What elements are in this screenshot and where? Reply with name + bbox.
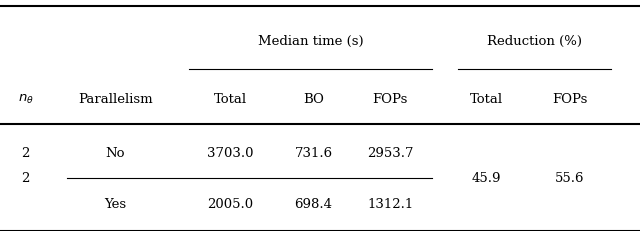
Text: Yes: Yes bbox=[104, 197, 126, 210]
Text: 2: 2 bbox=[21, 171, 30, 184]
Text: 1312.1: 1312.1 bbox=[367, 197, 413, 210]
Text: 2953.7: 2953.7 bbox=[367, 146, 413, 159]
Text: BO: BO bbox=[303, 93, 324, 106]
Text: 698.4: 698.4 bbox=[294, 197, 333, 210]
Text: FOPs: FOPs bbox=[552, 93, 588, 106]
Text: Median time (s): Median time (s) bbox=[257, 35, 364, 48]
Text: 3703.0: 3703.0 bbox=[207, 146, 253, 159]
Text: 731.6: 731.6 bbox=[294, 146, 333, 159]
Text: $n_\theta$: $n_\theta$ bbox=[18, 93, 33, 106]
Text: Reduction (%): Reduction (%) bbox=[487, 35, 582, 48]
Text: 45.9: 45.9 bbox=[472, 171, 501, 184]
Text: 55.6: 55.6 bbox=[555, 171, 584, 184]
Text: Total: Total bbox=[214, 93, 247, 106]
Text: No: No bbox=[106, 146, 125, 159]
Text: Parallelism: Parallelism bbox=[78, 93, 152, 106]
Text: FOPs: FOPs bbox=[372, 93, 408, 106]
Text: 2: 2 bbox=[21, 146, 30, 159]
Text: 2005.0: 2005.0 bbox=[207, 197, 253, 210]
Text: Total: Total bbox=[470, 93, 503, 106]
